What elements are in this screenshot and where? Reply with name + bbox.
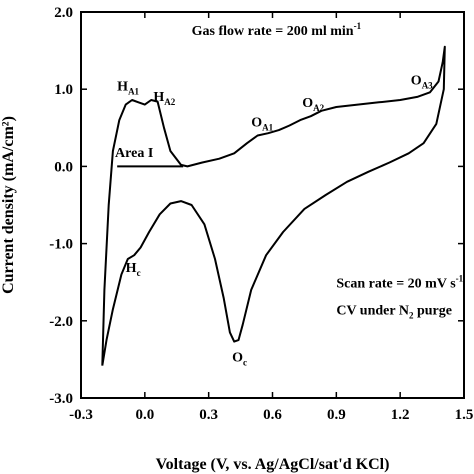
cv-curve (101, 45, 446, 366)
annotation-sub: A1 (262, 122, 273, 132)
x-tick-label: 1.2 (391, 407, 410, 423)
annotation-sub: A3 (422, 81, 433, 91)
annotation-oa1: OA1 (251, 115, 273, 132)
plot-border (80, 11, 465, 399)
x-tick-label: 0.9 (327, 407, 346, 423)
annotation-main: O (411, 74, 422, 89)
annotation-oa3: OA3 (411, 74, 433, 91)
x-axis: -0.3 0.0 0.3 0.6 0.9 1.2 1.5 (69, 12, 473, 423)
note-part: Gas flow rate = 200 ml min (192, 24, 354, 39)
annotation-main: O (251, 115, 262, 130)
annotation-main: H (117, 80, 128, 95)
note-part: CV under N (336, 304, 409, 319)
y-axis-label: Current density (mA/cm²) (0, 116, 17, 294)
annotation-ha2: HA2 (153, 90, 175, 107)
annotation-oc: Oc (232, 351, 247, 368)
annotation-sub: A2 (313, 103, 324, 113)
annotation-hc: Hc (126, 261, 141, 278)
y-tick-label: 2.0 (54, 5, 73, 21)
annotation-main: Area I (115, 146, 153, 161)
annotation-ha1: HA1 (117, 80, 139, 97)
note-part: purge (413, 304, 452, 319)
x-tick-label: 0.3 (199, 407, 218, 423)
x-tick-label: -0.3 (69, 407, 93, 423)
note-part: -1 (456, 274, 464, 284)
y-tick-label: 1.0 (54, 82, 73, 98)
annotation-sub: c (243, 358, 247, 368)
note-cv: CV under N2 purge (336, 304, 452, 321)
y-tick-label: -3.0 (49, 391, 73, 407)
annotation-areai: Area I (115, 146, 153, 161)
y-tick-label: -1.0 (49, 237, 73, 253)
annotation-main: H (126, 261, 137, 276)
cv-curves (101, 45, 446, 366)
annotation-main: O (232, 351, 243, 366)
note-scan: Scan rate = 20 mV s-1 (336, 274, 463, 292)
x-tick-label: 0.6 (263, 407, 282, 423)
annotation-main: O (302, 96, 313, 111)
annotation-oa2: OA2 (302, 96, 324, 113)
x-axis-label: Voltage (V, vs. Ag/AgCl/sat'd KCl) (156, 456, 390, 473)
y-tick-label: 0.0 (54, 159, 73, 175)
note-part: -1 (354, 21, 362, 31)
note-gas: Gas flow rate = 200 ml min-1 (192, 21, 362, 39)
annotation-sub: A2 (164, 97, 175, 107)
annotation-sub: c (137, 268, 141, 278)
y-tick-label: -2.0 (49, 314, 73, 330)
y-axis: 2.0 1.0 0.0 -1.0 -2.0 -3.0 (49, 5, 464, 407)
annotation-sub: A1 (128, 87, 139, 97)
note-part: 2 (409, 311, 414, 321)
plot-frame (80, 11, 465, 399)
note-part: Scan rate = 20 mV s (336, 277, 456, 292)
x-tick-label: 0.0 (135, 407, 154, 423)
x-tick-label: 1.5 (455, 407, 474, 423)
annotation-main: H (153, 90, 164, 105)
